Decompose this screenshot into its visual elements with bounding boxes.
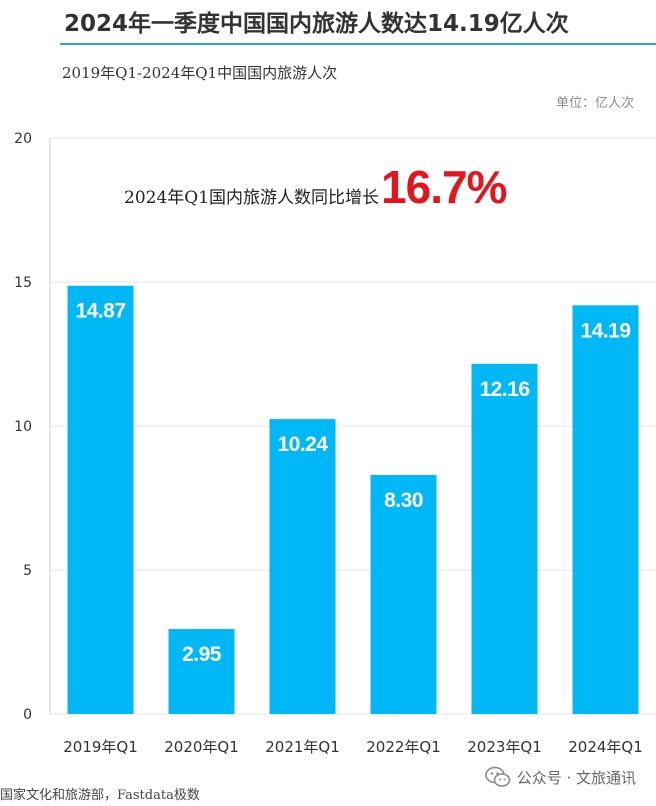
bar <box>168 629 235 714</box>
annotation-value: 16.7% <box>381 161 507 213</box>
y-tick-label: 15 <box>14 275 32 291</box>
bar <box>269 419 336 714</box>
bar <box>471 363 538 714</box>
page-title: 2024年一季度中国国内旅游人数达14.19亿人次 <box>64 11 569 37</box>
wechat-icon <box>484 766 510 787</box>
label-layer: 0 5 10 15 20 14.87 2019年Q1 2.95 2020年Q1 10.24 2021… <box>14 131 643 756</box>
x-tick-label: 2023年Q1 <box>467 738 542 756</box>
annotation-text: 2024年Q1国内旅游人数同比增长 <box>124 188 380 208</box>
x-tick-label: 2019年Q1 <box>63 738 138 756</box>
title-divider <box>60 43 656 45</box>
x-tick-label: 2022年Q1 <box>366 738 441 756</box>
bar <box>572 305 639 714</box>
x-tick-label: 2021年Q1 <box>265 738 340 756</box>
watermark-text: 公众号 · 文旅通讯 <box>516 768 636 787</box>
bar-value-label: 14.19 <box>580 319 630 342</box>
bar-value-label: 14.87 <box>75 300 125 323</box>
x-tick-label: 2020年Q1 <box>164 738 239 756</box>
bar <box>370 474 437 714</box>
bar-value-label: 2.95 <box>182 643 222 666</box>
watermark: 公众号 · 文旅通讯 <box>484 766 636 788</box>
bar <box>67 285 134 714</box>
bar-layer <box>67 285 639 714</box>
bar-value-label: 8.30 <box>384 489 423 512</box>
y-tick-label: 5 <box>23 563 32 579</box>
y-tick-label: 10 <box>14 419 32 435</box>
bar-value-label: 12.16 <box>479 378 529 401</box>
y-tick-label: 0 <box>23 707 32 723</box>
source-note: 国家文化和旅游部，Fastdata极数 <box>0 788 200 803</box>
unit-label: 单位：亿人次 <box>555 96 634 111</box>
chart-subtitle: 2019年Q1-2024年Q1中国国内旅游人次 <box>62 64 338 82</box>
grid-layer <box>49 137 656 715</box>
y-tick-label: 20 <box>14 131 32 147</box>
x-tick-label: 2024年Q1 <box>568 738 643 756</box>
bar-value-label: 10.24 <box>277 433 328 456</box>
growth-annotation: 2024年Q1国内旅游人数同比增长 16.7% <box>124 160 507 214</box>
